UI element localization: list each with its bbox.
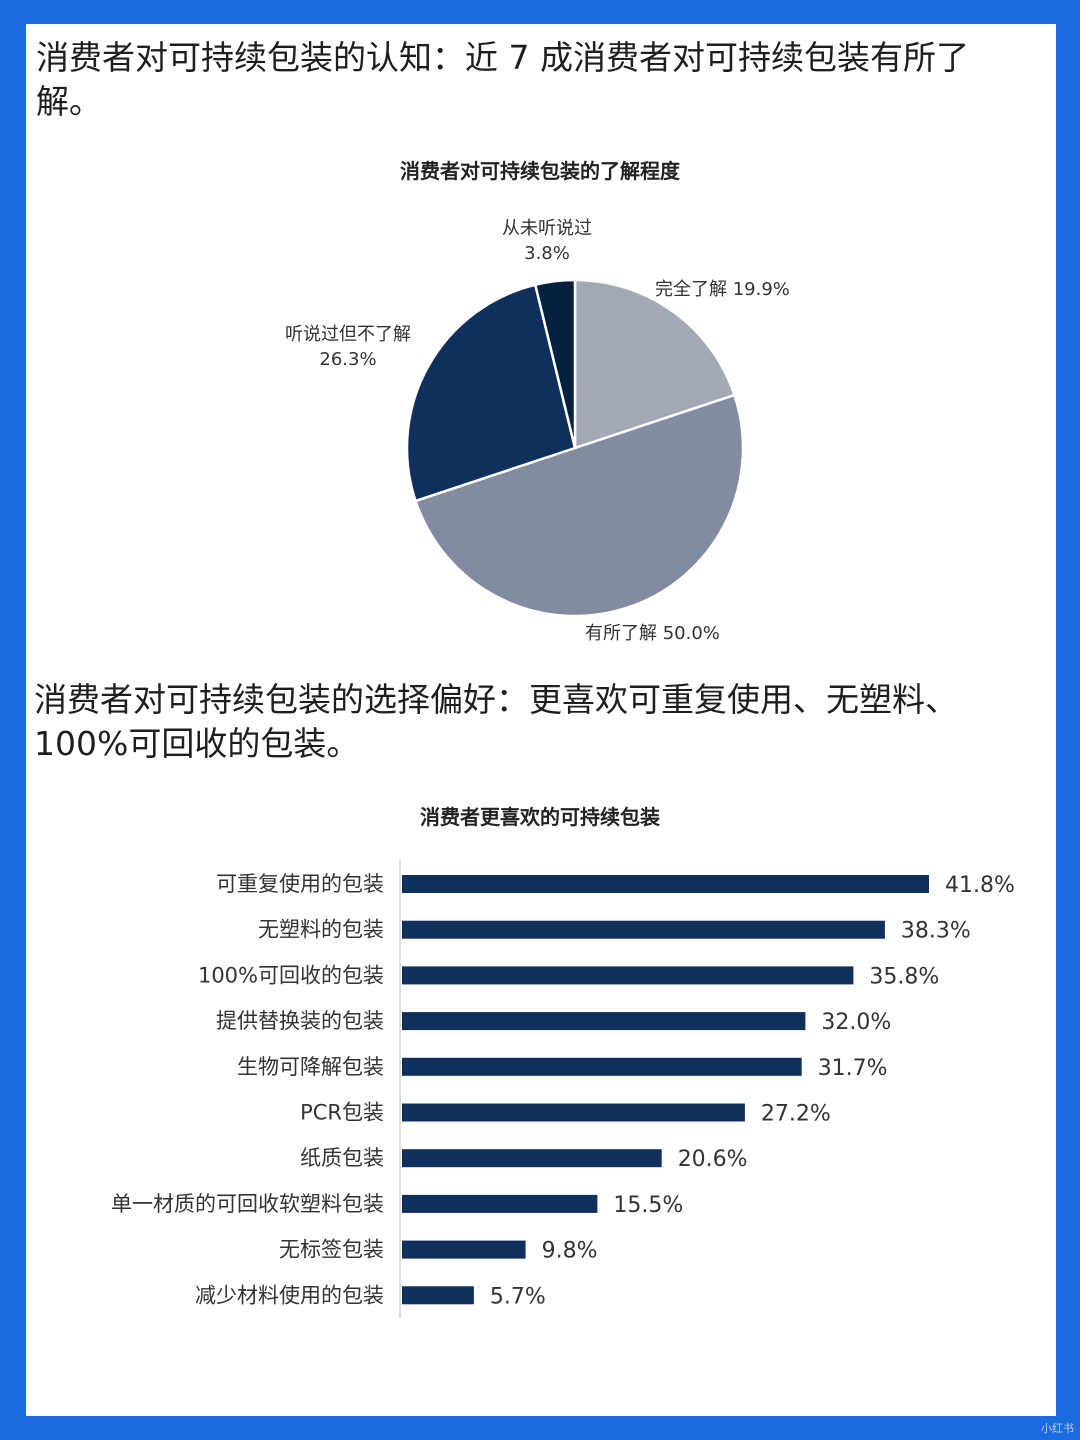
bar: [402, 1149, 662, 1168]
bar: [402, 1103, 745, 1122]
bar: [402, 966, 854, 985]
bar-category-label: PCR包装: [300, 1101, 384, 1125]
pie-slice: [573, 278, 737, 450]
bar-value-label: 20.6%: [678, 1147, 748, 1172]
pie-slice-label: 听说过但不了解: [285, 324, 411, 345]
section-headline-awareness: 消费者对可持续包装的认知：近 7 成消费者对可持续包装有所了解。: [36, 38, 969, 121]
pie-slice: [405, 283, 577, 503]
bar-value-label: 5.7%: [490, 1284, 546, 1309]
pie-slice: [533, 278, 577, 449]
pie-chart: 消费者对可持续包装的了解程度 完全了解 19.9% 有所了解 50.0% 听说过但不…: [285, 159, 790, 644]
bar-value-label: 35.8%: [869, 964, 939, 989]
bar-category-label: 减少材料使用的包装: [195, 1283, 384, 1307]
bar-value-label: 41.8%: [945, 873, 1015, 898]
bar-category-label: 提供替换装的包装: [216, 1009, 384, 1033]
bar-category-label: 可重复使用的包装: [216, 872, 384, 896]
bar-category-label: 单一材质的可回收软塑料包装: [111, 1192, 384, 1216]
bar-chart-title: 消费者更喜欢的可持续包装: [420, 805, 660, 829]
pie-slice: [413, 393, 745, 618]
bar-category-label: 无塑料的包装: [258, 918, 384, 942]
bar-category-label: 生物可降解包装: [237, 1055, 384, 1079]
watermark-logo: 小红书: [1041, 1422, 1074, 1435]
bar: [402, 920, 885, 939]
bar: [402, 1012, 806, 1031]
pie-slice-value: 3.8%: [524, 243, 570, 264]
bar: [402, 1194, 598, 1213]
pie-slice-label: 完全了解 19.9%: [655, 279, 790, 300]
bar-value-label: 15.5%: [613, 1193, 683, 1218]
bar: [402, 875, 929, 893]
pie-chart-title: 消费者对可持续包装的了解程度: [400, 159, 681, 183]
bar-value-label: 32.0%: [821, 1010, 891, 1035]
bar-category-label: 无标签包装: [279, 1238, 384, 1262]
bar-value-label: 9.8%: [542, 1239, 598, 1264]
pie-slice-label: 有所了解 50.0%: [585, 623, 720, 644]
content-card: [26, 24, 1056, 1416]
bar: [402, 1057, 802, 1076]
bar-category-label: 100%可回收的包装: [198, 963, 384, 987]
pie-slice-label: 从未听说过: [502, 218, 592, 239]
bar-value-label: 27.2%: [761, 1102, 831, 1127]
bar: [402, 1240, 526, 1259]
bar-category-label: 纸质包装: [300, 1146, 384, 1170]
bar: [402, 1286, 474, 1305]
bar-value-label: 38.3%: [901, 919, 971, 944]
bar-value-label: 31.7%: [818, 1056, 888, 1081]
pie-slice-value: 26.3%: [319, 349, 376, 370]
section-headline-preference: 消费者对可持续包装的选择偏好：更喜欢可重复使用、无塑料、100%可回收的包装。: [34, 680, 958, 763]
